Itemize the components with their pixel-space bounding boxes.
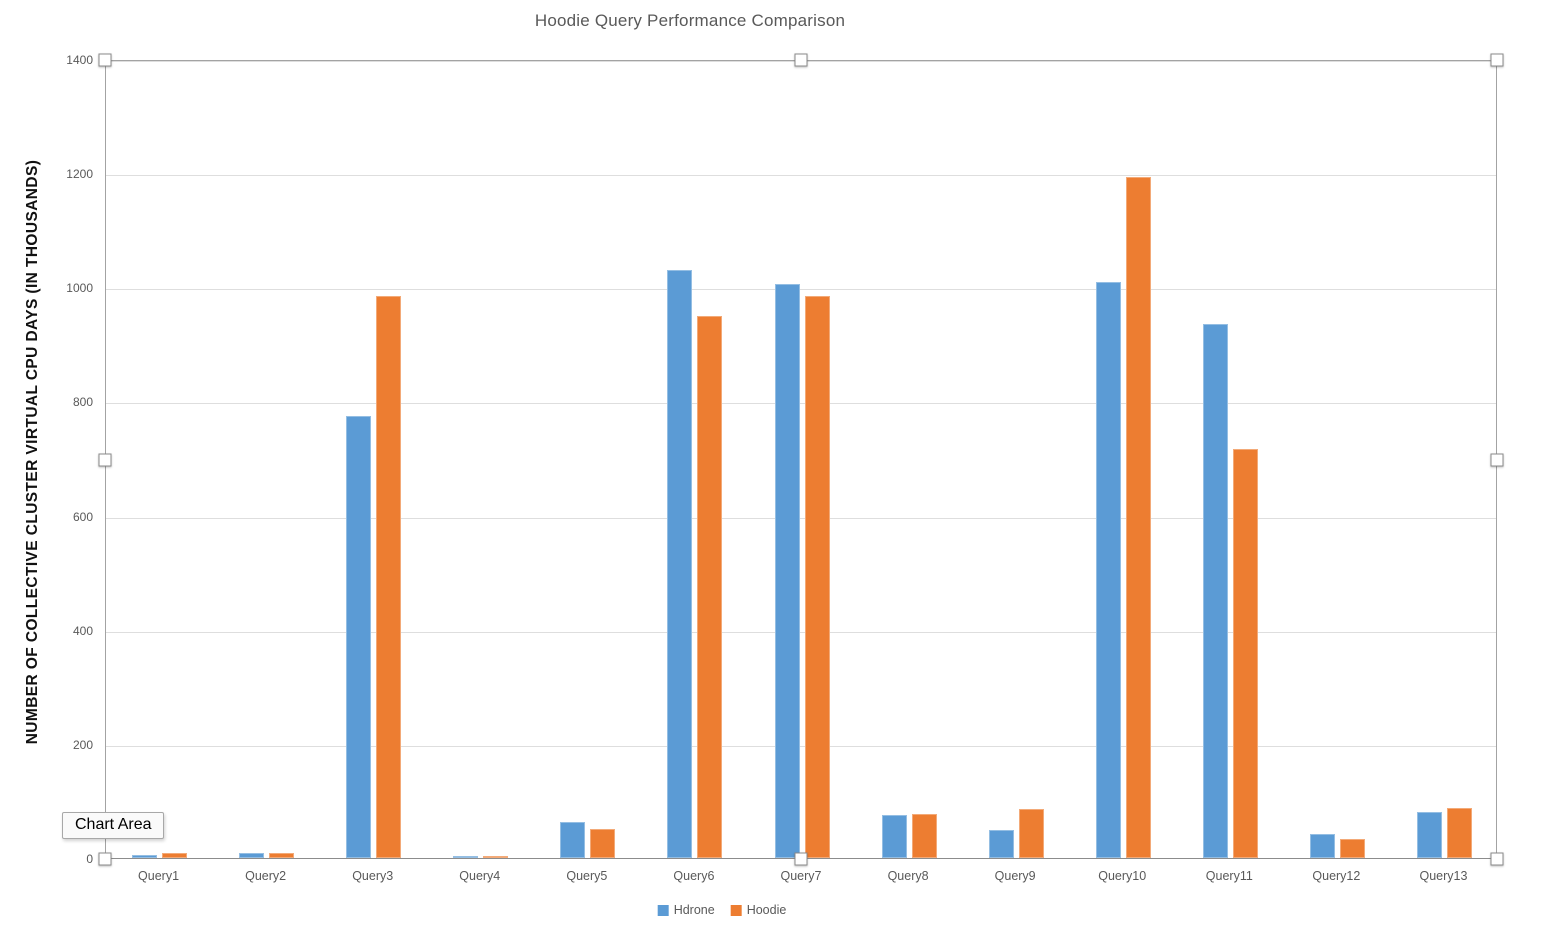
x-tick-label-query10[interactable]: Query10 (1098, 869, 1147, 883)
legend-item-hdrone[interactable]: Hdrone (657, 903, 715, 917)
bar-hdrone-query12[interactable] (1309, 834, 1335, 858)
y-tick-label-800[interactable]: 800 (72, 395, 93, 410)
x-tick-label-query9[interactable]: Query9 (994, 869, 1036, 883)
x-tick-label-query8[interactable]: Query8 (887, 869, 929, 883)
x-tick-label-query4[interactable]: Query4 (459, 869, 501, 883)
bar-hoodie-query13[interactable] (1446, 807, 1472, 858)
selection-handle-1[interactable] (794, 53, 808, 67)
legend-swatch-icon (657, 904, 669, 916)
x-tick-label-query5[interactable]: Query5 (566, 869, 608, 883)
bar-hdrone-query10[interactable] (1095, 282, 1121, 858)
bar-hdrone-query7[interactable] (774, 284, 800, 858)
x-tick-label-query13[interactable]: Query13 (1419, 869, 1468, 883)
gridline-1000 (106, 289, 1496, 291)
bar-hdrone-query1[interactable] (132, 855, 158, 858)
legend[interactable]: Hdrone Hoodie (657, 903, 787, 917)
selection-handle-4[interactable] (1490, 453, 1504, 466)
y-axis-title[interactable]: NUMBER OF COLLECTIVE CLUSTER VIRTUAL CPU… (24, 159, 41, 745)
bar-hoodie-query2[interactable] (269, 853, 295, 858)
bar-hdrone-query8[interactable] (881, 815, 907, 858)
bar-hoodie-query8[interactable] (911, 814, 937, 858)
y-tick-label-1200[interactable]: 1200 (66, 167, 93, 182)
y-tick-label-600[interactable]: 600 (72, 509, 93, 524)
selection-handle-7[interactable] (1490, 852, 1504, 866)
bar-hoodie-query4[interactable] (483, 855, 509, 858)
y-tick-label-200[interactable]: 200 (72, 737, 93, 752)
chart-title[interactable]: Hoodie Query Performance Comparison (534, 11, 846, 30)
bar-hdrone-query11[interactable] (1202, 324, 1228, 858)
y-tick-label-400[interactable]: 400 (72, 623, 93, 638)
gridline-200 (106, 745, 1496, 747)
bar-hoodie-query1[interactable] (162, 853, 188, 858)
bar-hoodie-query11[interactable] (1232, 448, 1258, 858)
bar-hdrone-query4[interactable] (453, 855, 479, 858)
x-tick-label-query1[interactable]: Query1 (138, 869, 180, 883)
gridline-600 (106, 517, 1496, 519)
plot-area[interactable] (105, 60, 1497, 859)
chart-area-tooltip: Chart Area (62, 812, 165, 839)
x-tick-label-query12[interactable]: Query12 (1312, 869, 1361, 883)
x-tick-label-query6[interactable]: Query6 (673, 869, 715, 883)
bar-hoodie-query6[interactable] (697, 316, 723, 858)
gridline-800 (106, 403, 1496, 405)
x-tick-label-query11[interactable]: Query11 (1205, 869, 1253, 883)
x-tick-label-query7[interactable]: Query7 (780, 869, 822, 883)
selection-handle-5[interactable] (98, 852, 112, 866)
selection-handle-2[interactable] (1490, 53, 1504, 67)
legend-label: Hdrone (673, 903, 715, 917)
y-tick-label-0[interactable]: 0 (86, 852, 93, 866)
selection-handle-6[interactable] (794, 852, 808, 866)
y-tick-label-1000[interactable]: 1000 (66, 281, 93, 296)
bar-hoodie-query9[interactable] (1018, 808, 1044, 858)
gridline-1200 (106, 175, 1496, 177)
bar-hdrone-query3[interactable] (346, 415, 372, 858)
bar-hdrone-query5[interactable] (560, 822, 586, 858)
bar-hoodie-query10[interactable] (1125, 177, 1151, 858)
bar-hoodie-query5[interactable] (590, 829, 616, 858)
bar-hdrone-query6[interactable] (667, 270, 693, 858)
legend-swatch-icon (730, 904, 742, 916)
bar-hoodie-query12[interactable] (1339, 839, 1365, 858)
bar-hdrone-query9[interactable] (988, 830, 1014, 858)
selection-handle-0[interactable] (98, 53, 112, 67)
legend-label: Hoodie (746, 903, 787, 917)
bar-hdrone-query13[interactable] (1416, 811, 1442, 858)
legend-item-hoodie[interactable]: Hoodie (730, 903, 787, 917)
bar-hoodie-query7[interactable] (804, 296, 830, 858)
x-tick-label-query3[interactable]: Query3 (352, 869, 394, 883)
bar-hoodie-query3[interactable] (376, 296, 402, 858)
selection-handle-3[interactable] (98, 453, 112, 466)
gridline-400 (106, 631, 1496, 633)
bar-hdrone-query2[interactable] (239, 852, 265, 858)
x-tick-label-query2[interactable]: Query2 (245, 869, 287, 883)
y-tick-label-1400[interactable]: 1400 (66, 53, 93, 67)
